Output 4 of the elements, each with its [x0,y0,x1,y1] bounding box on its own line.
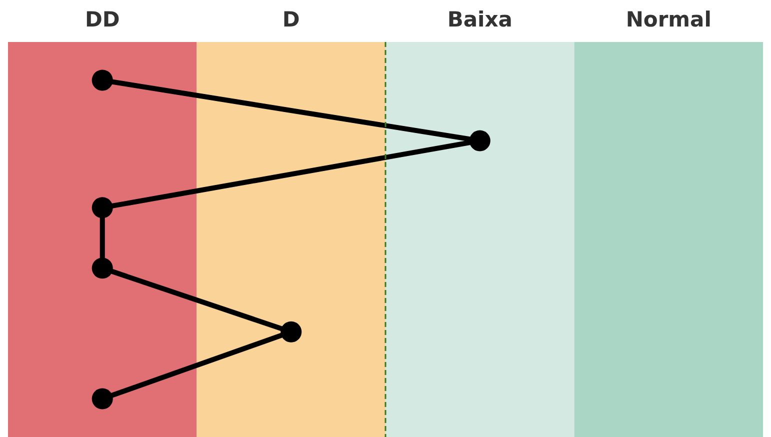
x-tick-label: Normal [626,8,712,32]
x-tick-label: Baixa [447,8,512,32]
x-tick-label: D [282,8,300,32]
x-tick-label: DD [84,8,120,32]
